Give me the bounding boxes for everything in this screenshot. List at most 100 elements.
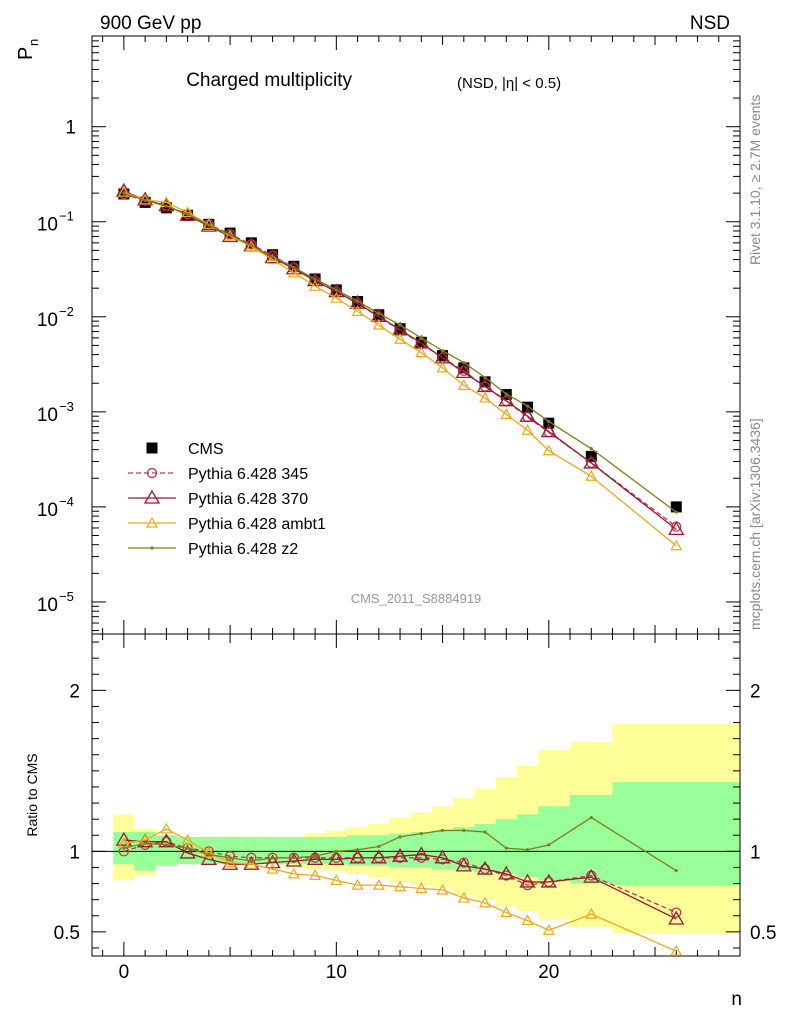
ratio-data-point — [160, 822, 173, 834]
main-data-point — [457, 379, 470, 390]
ratio-data-point — [583, 868, 600, 883]
main-data-point — [285, 260, 302, 275]
ratio-series-line — [123, 839, 677, 920]
ratio-data-point — [349, 849, 366, 864]
main-data-point — [287, 266, 300, 278]
y-tick-label-base: 10 — [37, 405, 58, 426]
ratio-data-point — [200, 851, 217, 866]
ratio-data-point — [525, 848, 530, 852]
legend-label: CMS — [188, 441, 224, 458]
ratio-data-point — [370, 849, 387, 864]
main-data-point — [476, 378, 494, 393]
main-data-point — [674, 510, 678, 514]
main-data-point — [228, 233, 232, 237]
legend-label: Pythia 6.428 z2 — [188, 541, 298, 558]
ratio-data-point — [500, 906, 513, 918]
main-data-point — [164, 204, 168, 208]
mcplots-reference-text: mcplots.cern.ch [arXiv:1306.3436] — [747, 418, 763, 630]
main-data-point — [540, 423, 557, 438]
ratio-y-tick-label-right: 1 — [750, 842, 761, 863]
ratio-data-point — [143, 841, 147, 845]
x-tick-label: 0 — [119, 962, 130, 983]
ratio-series-line — [123, 828, 677, 952]
y-axis-label-main-text: P — [15, 47, 37, 60]
ratio-data-point — [415, 882, 428, 893]
main-data-point — [670, 539, 683, 551]
ratio-data-point — [416, 852, 427, 863]
ratio-data-point — [668, 910, 685, 925]
ratio-data-point — [351, 878, 364, 890]
main-data-point — [398, 323, 402, 327]
ratio-data-point — [372, 878, 385, 890]
main-data-point — [181, 206, 194, 218]
main-data-point — [249, 244, 253, 248]
main-data-point — [351, 305, 364, 316]
ratio-data-point — [245, 857, 258, 869]
chart-title: Charged multiplicity — [186, 70, 352, 91]
main-data-point — [479, 391, 492, 403]
main-series — [117, 185, 683, 551]
main-data-point — [264, 249, 281, 264]
main-data-point — [245, 240, 258, 252]
y-tick-label-exponent: −1 — [59, 209, 74, 224]
ratio-data-point — [270, 856, 275, 860]
ratio-data-point — [377, 844, 381, 849]
main-data-point — [313, 277, 317, 281]
ratio-data-point — [413, 846, 430, 861]
ratio-data-point — [455, 857, 472, 872]
ratio-data-point — [224, 856, 237, 868]
ratio-y-tick-label-right: 2 — [750, 681, 761, 702]
ratio-uncertainty-bands — [92, 724, 740, 934]
inner-band-bin — [570, 795, 613, 884]
main-data-point — [349, 294, 366, 309]
inner-band-bin — [538, 806, 571, 881]
main-data-point — [498, 392, 515, 407]
ratio-data-point — [264, 854, 281, 869]
y-tick-label: 10 −2 — [37, 304, 74, 331]
y-axis-label-ratio: Ratio to CMS — [24, 753, 40, 836]
main-data-point — [585, 470, 598, 481]
ratio-data-point — [519, 873, 536, 888]
main-data-point — [266, 253, 279, 265]
main-data-point — [483, 375, 487, 380]
x-axis-label: n — [731, 989, 742, 1010]
main-data-point — [394, 333, 407, 344]
ratio-data-point — [179, 844, 196, 859]
main-data-point — [117, 185, 130, 197]
main-data-point — [415, 346, 428, 358]
inner-band-bin — [516, 814, 539, 878]
legend-marker — [146, 467, 158, 479]
y-tick-label-exponent: −2 — [59, 304, 74, 319]
main-data-point — [377, 312, 381, 316]
y-tick-label-base: 10 — [37, 500, 58, 521]
ratio-series-group — [115, 815, 685, 956]
ratio-data-point — [504, 846, 508, 850]
ratio-series — [122, 815, 678, 873]
ratio-data-point — [266, 862, 279, 874]
y-axis-label-main-sub: n — [26, 39, 41, 46]
legend-label: Pythia 6.428 370 — [188, 491, 308, 508]
ratio-data-point — [249, 859, 253, 863]
inner-band-bin — [495, 819, 517, 874]
main-data-point — [525, 404, 530, 408]
ratio-data-point — [419, 832, 423, 836]
main-data-point — [221, 228, 239, 243]
y-tick-label-base: 10 — [37, 310, 58, 331]
ratio-data-point — [462, 828, 466, 833]
main-series — [118, 188, 682, 513]
main-data-point — [500, 408, 513, 420]
ratio-data-point — [285, 852, 302, 867]
main-data-point — [670, 501, 682, 513]
legend-marker — [145, 516, 159, 528]
y-tick-label-exponent: −5 — [59, 589, 74, 604]
ratio-data-point — [394, 880, 407, 892]
rivet-version-text: Rivet 3.1.10, ≥ 2.7M events — [747, 95, 763, 265]
main-data-point — [458, 362, 470, 374]
y-tick-label-exponent: −3 — [59, 399, 74, 414]
main-data-point — [143, 198, 147, 202]
process-label: NSD — [690, 13, 730, 34]
main-data-point — [292, 265, 296, 270]
ratio-data-point — [122, 846, 126, 850]
legend: CMS Pythia 6.428 345 Pythia 6.428 370 Pythi… — [128, 441, 326, 558]
ratio-axis-ticks: 0.5 0.51 12 20 10 20 — [54, 641, 776, 983]
